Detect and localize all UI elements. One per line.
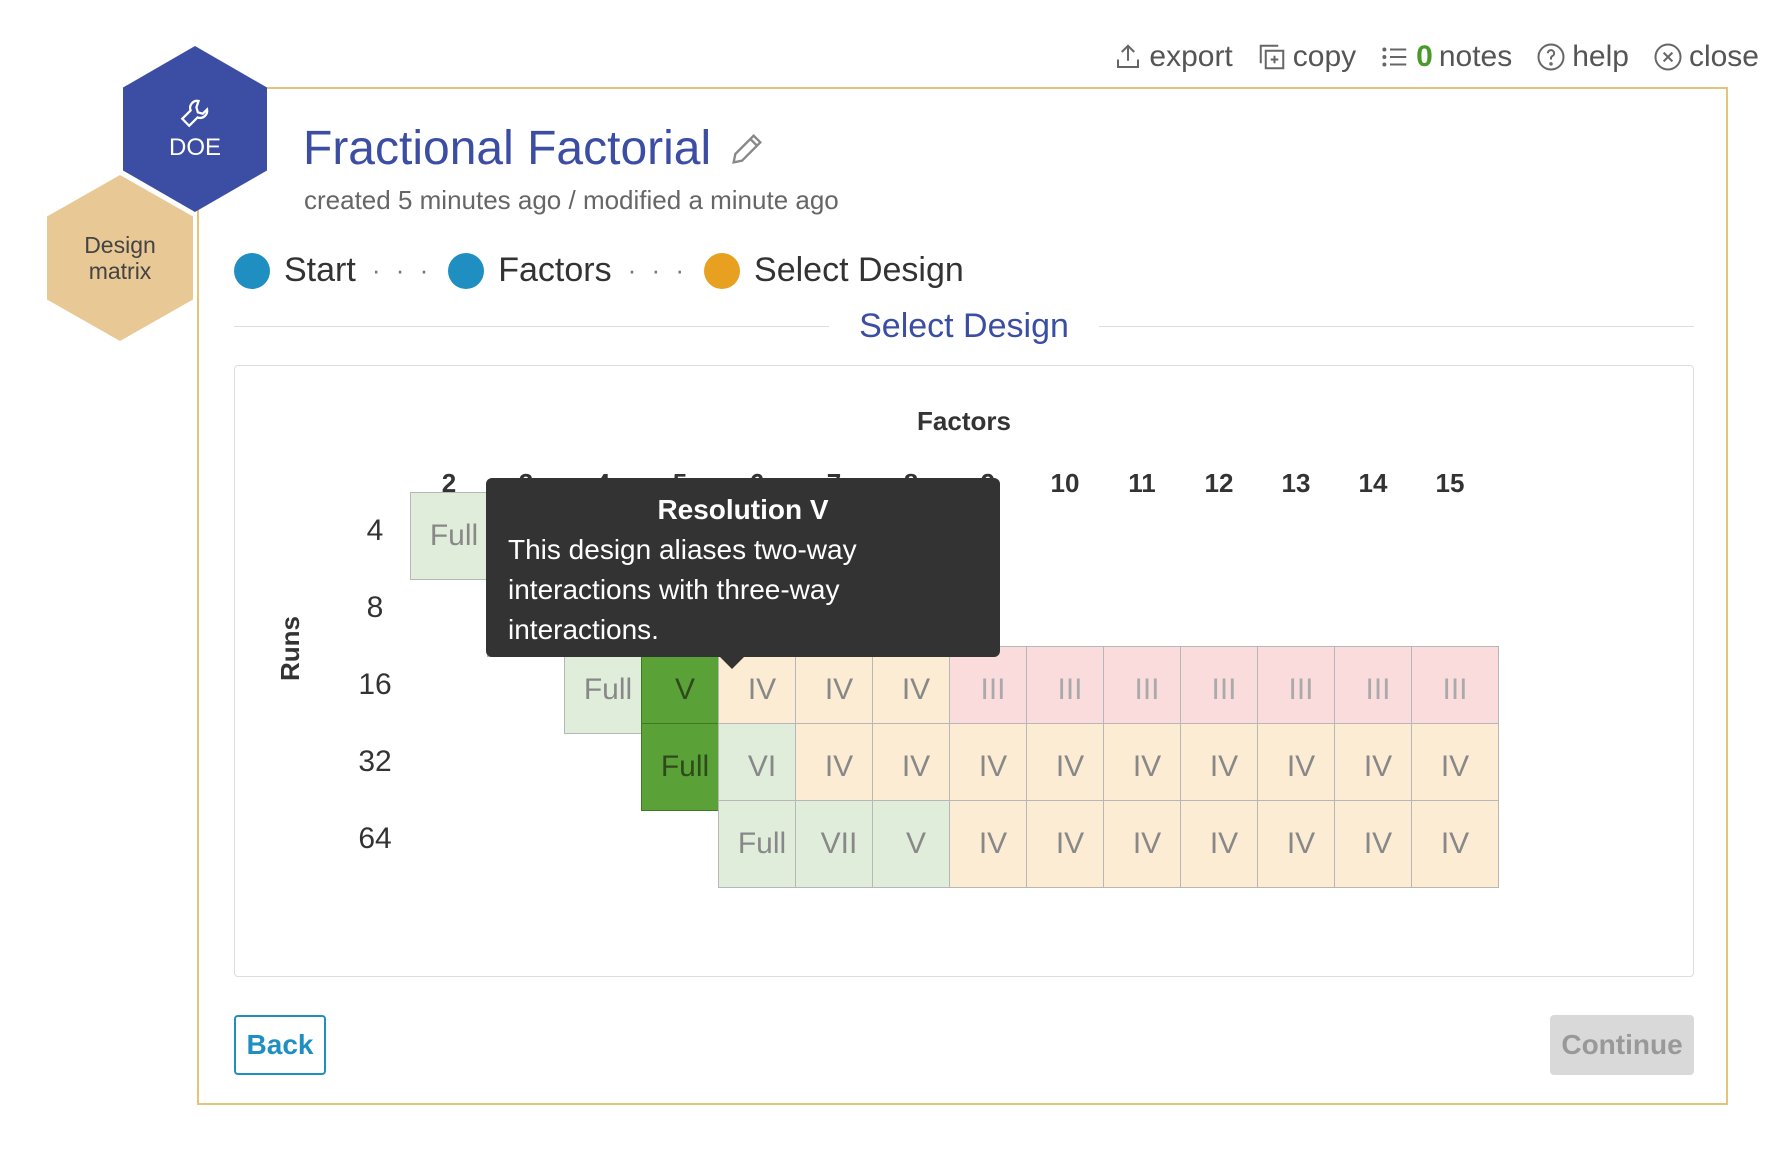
close-label: close (1688, 40, 1759, 73)
close-icon (1654, 43, 1682, 71)
runs-header-64: 64 (358, 822, 392, 855)
design-cell[interactable]: IV (949, 800, 1037, 888)
design-cell[interactable]: IV (1103, 800, 1191, 888)
factor-header-2: 2 (441, 468, 457, 498)
section-title-label: Select Design (859, 307, 1069, 345)
design-cell[interactable]: IV (795, 723, 883, 811)
design-cell[interactable]: IV (1334, 800, 1422, 888)
runs-header-8: 8 (366, 591, 384, 624)
design-cell[interactable]: V (641, 646, 729, 734)
title-row: Fractional Factorial (303, 121, 767, 176)
factor-header-12: 12 (1204, 468, 1234, 498)
design-cell[interactable]: V (872, 800, 960, 888)
design-matrix-label: Design matrix (84, 232, 156, 284)
design-cell[interactable]: IV (1026, 723, 1114, 811)
design-cell[interactable]: IV (949, 723, 1037, 811)
step-factors-dot (448, 252, 485, 289)
design-matrix-hexagon[interactable]: Design matrix (47, 175, 193, 341)
design-cell[interactable]: VII (795, 800, 883, 888)
tooltip-body: This design aliases two-way interactions… (508, 534, 857, 645)
notes-count: 0 (1416, 40, 1433, 73)
runs-header-4: 4 (366, 514, 384, 547)
design-cell[interactable]: Full (718, 800, 806, 888)
copy-icon (1259, 44, 1285, 70)
design-cell[interactable]: VI (718, 723, 806, 811)
list-icon (1382, 47, 1407, 67)
design-cell[interactable]: III (1180, 646, 1268, 734)
step-separator: · · · (371, 255, 433, 285)
runs-header-16: 16 (358, 668, 392, 701)
design-cell[interactable]: Full (564, 646, 652, 734)
back-button[interactable]: Back (234, 1015, 326, 1075)
design-cell[interactable]: III (1411, 646, 1499, 734)
timestamp: created 5 minutes ago / modified a minut… (304, 185, 839, 215)
design-cell[interactable]: IV (872, 723, 960, 811)
export-icon (1117, 44, 1140, 68)
design-cell[interactable]: IV (872, 646, 960, 734)
step-select-design-dot (704, 252, 741, 289)
factor-header-14: 14 (1358, 468, 1388, 498)
runs-header-32: 32 (358, 745, 392, 778)
step-select-design[interactable]: Select Design (754, 251, 964, 289)
copy-button[interactable]: copy (1257, 40, 1356, 74)
divider (234, 326, 830, 327)
close-button[interactable]: close (1653, 40, 1759, 74)
copy-label: copy (1292, 40, 1357, 73)
design-cell[interactable]: IV (1103, 723, 1191, 811)
step-progress: Start · · · Factors · · · Select Design (234, 251, 964, 290)
design-cell[interactable]: IV (1334, 723, 1422, 811)
notes-label: notes (1438, 40, 1513, 73)
design-cell[interactable]: IV (1257, 800, 1345, 888)
design-cell[interactable]: IV (1411, 723, 1499, 811)
step-factors[interactable]: Factors (498, 251, 612, 289)
tooltip-arrow (720, 657, 744, 669)
notes-button[interactable]: 0 notes (1380, 40, 1512, 74)
design-grid: Factors Runs 234567891011121314154FullII… (234, 365, 1694, 977)
design-cell[interactable]: IV (1026, 800, 1114, 888)
design-cell[interactable]: Full (410, 492, 498, 580)
page-title: Fractional Factorial (303, 122, 712, 175)
factor-header-11: 11 (1128, 468, 1156, 498)
factor-header-10: 10 (1050, 468, 1080, 498)
tooltip-title: Resolution V (657, 494, 829, 525)
factor-header-13: 13 (1281, 468, 1311, 498)
factor-header-15: 15 (1435, 468, 1465, 498)
help-button[interactable]: help (1536, 40, 1629, 74)
design-cell[interactable]: III (1026, 646, 1114, 734)
help-label: help (1572, 40, 1629, 73)
runs-axis-label: Runs (275, 616, 305, 681)
step-start-dot (234, 252, 270, 289)
doe-label: DOE (168, 134, 221, 161)
design-cell[interactable]: Full (641, 723, 729, 811)
resolution-tooltip: Resolution V This design aliases two-way… (486, 478, 1000, 669)
design-cell[interactable]: IV (1180, 723, 1268, 811)
design-cell[interactable]: III (1103, 646, 1191, 734)
design-cell[interactable]: III (1257, 646, 1345, 734)
divider (1098, 326, 1694, 327)
section-title: Select Design (234, 307, 1694, 346)
design-cell[interactable]: III (1334, 646, 1422, 734)
wrench-icon (180, 99, 209, 128)
design-cell[interactable]: IV (1180, 800, 1268, 888)
design-cell[interactable]: IV (1411, 800, 1499, 888)
help-icon (1537, 43, 1565, 71)
step-start[interactable]: Start (284, 251, 356, 289)
export-button[interactable]: export (1113, 40, 1233, 74)
design-cell[interactable]: III (949, 646, 1037, 734)
design-cell[interactable]: IV (1257, 723, 1345, 811)
main-panel: Fractional Factorial created 5 minutes a… (197, 87, 1728, 1105)
design-cell[interactable]: IV (795, 646, 883, 734)
step-separator: · · · (627, 255, 689, 285)
toolbar: export copy 0 notes help close (1113, 40, 1759, 74)
factors-axis-label: Factors (917, 406, 1011, 436)
pencil-icon[interactable] (727, 129, 767, 169)
continue-button[interactable]: Continue (1550, 1015, 1694, 1075)
export-label: export (1149, 40, 1233, 73)
